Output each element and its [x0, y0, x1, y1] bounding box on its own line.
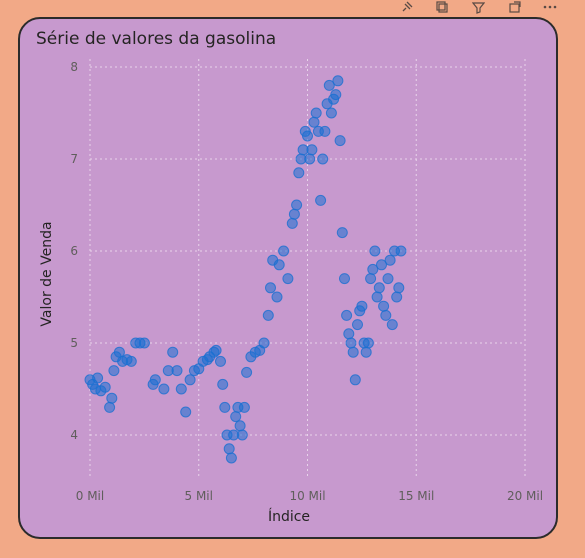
data-point[interactable] [150, 375, 160, 385]
data-point[interactable] [172, 366, 182, 376]
data-point[interactable] [224, 444, 234, 454]
data-point[interactable] [363, 338, 373, 348]
data-point[interactable] [320, 126, 330, 136]
y-axis-ticks: 4 5 6 7 8 [70, 60, 78, 442]
data-point[interactable] [372, 292, 382, 302]
data-point[interactable] [274, 260, 284, 270]
data-point[interactable] [239, 402, 249, 412]
more-options-icon[interactable] [543, 0, 557, 14]
data-point[interactable] [344, 329, 354, 339]
data-point[interactable] [346, 338, 356, 348]
y-tick-label: 8 [70, 60, 78, 74]
data-point[interactable] [381, 310, 391, 320]
data-point[interactable] [263, 310, 273, 320]
data-point[interactable] [307, 145, 317, 155]
data-point[interactable] [211, 345, 221, 355]
y-tick-label: 7 [70, 152, 78, 166]
data-point[interactable] [385, 255, 395, 265]
data-point[interactable] [396, 246, 406, 256]
data-point[interactable] [237, 430, 247, 440]
data-point[interactable] [139, 338, 149, 348]
data-point[interactable] [292, 200, 302, 210]
data-point[interactable] [272, 292, 282, 302]
data-point[interactable] [218, 379, 228, 389]
data-point[interactable] [305, 154, 315, 164]
data-point[interactable] [379, 301, 389, 311]
visual-header-icons [399, 0, 557, 14]
data-point[interactable] [283, 274, 293, 284]
data-point[interactable] [357, 301, 367, 311]
data-point[interactable] [159, 384, 169, 394]
data-point[interactable] [350, 375, 360, 385]
data-point[interactable] [126, 356, 136, 366]
filter-icon[interactable] [471, 0, 485, 14]
data-point[interactable] [109, 366, 119, 376]
pin-icon[interactable] [399, 0, 413, 14]
data-point[interactable] [259, 338, 269, 348]
data-point[interactable] [105, 402, 115, 412]
data-point[interactable] [100, 382, 110, 392]
data-point[interactable] [226, 453, 236, 463]
data-point[interactable] [342, 310, 352, 320]
scatter-plot: 4 5 6 7 8 0 Mil 5 Mil 10 Mil 15 Mil 20 Mil Valor… [20, 19, 558, 539]
data-point[interactable] [231, 412, 241, 422]
data-point[interactable] [279, 246, 289, 256]
data-point[interactable] [287, 218, 297, 228]
data-point[interactable] [353, 320, 363, 330]
copy-icon[interactable] [435, 0, 449, 14]
y-tick-label: 5 [70, 336, 78, 350]
data-point[interactable] [311, 108, 321, 118]
data-point[interactable] [361, 347, 371, 357]
data-point[interactable] [289, 209, 299, 219]
data-point[interactable] [176, 384, 186, 394]
data-point[interactable] [114, 347, 124, 357]
data-point[interactable] [316, 195, 326, 205]
data-point[interactable] [185, 375, 195, 385]
data-point[interactable] [216, 356, 226, 366]
data-points [85, 76, 406, 463]
data-point[interactable] [370, 246, 380, 256]
y-tick-label: 4 [70, 428, 78, 442]
data-point[interactable] [318, 154, 328, 164]
data-point[interactable] [235, 421, 245, 431]
data-point[interactable] [333, 76, 343, 86]
data-point[interactable] [181, 407, 191, 417]
data-point[interactable] [220, 402, 230, 412]
data-point[interactable] [242, 367, 252, 377]
gridlines [90, 59, 525, 477]
x-tick-label: 15 Mil [398, 489, 434, 503]
data-point[interactable] [335, 136, 345, 146]
y-tick-label: 6 [70, 244, 78, 258]
data-point[interactable] [387, 320, 397, 330]
data-point[interactable] [331, 90, 341, 100]
data-point[interactable] [392, 292, 402, 302]
data-point[interactable] [309, 117, 319, 127]
data-point[interactable] [107, 393, 117, 403]
data-point[interactable] [383, 274, 393, 284]
focus-mode-icon[interactable] [507, 0, 521, 14]
data-point[interactable] [348, 347, 358, 357]
y-axis-label: Valor de Venda [39, 221, 55, 326]
data-point[interactable] [337, 228, 347, 238]
data-point[interactable] [340, 274, 350, 284]
data-point[interactable] [93, 373, 103, 383]
x-tick-label: 5 Mil [185, 489, 213, 503]
data-point[interactable] [168, 347, 178, 357]
x-axis-label: Índice [268, 508, 310, 525]
x-axis-ticks: 0 Mil 5 Mil 10 Mil 15 Mil 20 Mil [76, 489, 543, 503]
data-point[interactable] [303, 131, 313, 141]
data-point[interactable] [294, 168, 304, 178]
data-point[interactable] [374, 283, 384, 293]
x-tick-label: 10 Mil [289, 489, 325, 503]
data-point[interactable] [326, 108, 336, 118]
data-point[interactable] [366, 274, 376, 284]
x-tick-label: 0 Mil [76, 489, 104, 503]
data-point[interactable] [394, 283, 404, 293]
data-point[interactable] [266, 283, 276, 293]
x-tick-label: 20 Mil [507, 489, 543, 503]
